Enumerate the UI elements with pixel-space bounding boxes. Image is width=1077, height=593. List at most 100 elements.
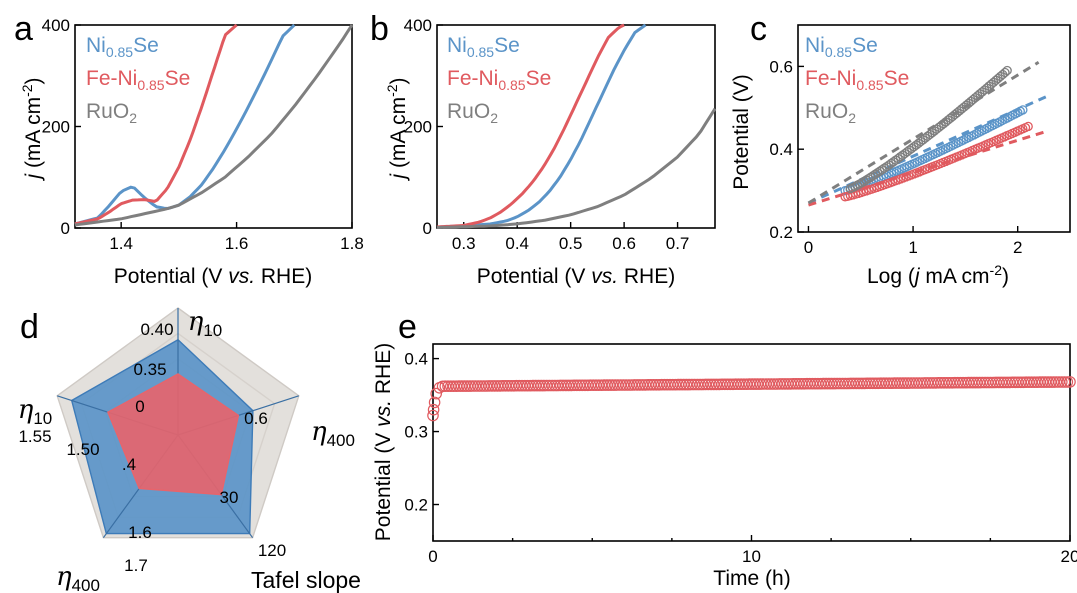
e-data-point [442,380,454,392]
a-x-tick-label: 1.8 [340,234,364,253]
e-data-point [538,379,550,392]
a-x-tick-label: 1.6 [225,234,249,253]
b-y-tick-label: 0 [423,219,432,238]
panel-e-stability-chart: 0 10 20 0.2 0.3 0.4 Time (h) Potential (V vs. R… [372,343,1077,590]
d-radar-tick-label: 30 [220,488,239,507]
e-data-point [475,380,487,392]
a-legend-entry: Fe-Ni0.85Se [86,67,190,93]
e-data-point [549,379,561,392]
c-data-point [879,163,890,173]
e-data-point [751,378,764,390]
c-y-tick-label: 0.4 [769,140,793,159]
e-data-point [617,379,630,391]
c-fit-line [807,60,1040,205]
e-plot-frame [432,343,1071,542]
panel-label-b: b [370,10,389,48]
e-data-point [633,379,646,391]
e-data-point [970,376,983,389]
e-data-point [620,379,632,391]
e-data-point [647,378,660,391]
d-radar-tick-label: 0.35 [133,360,166,379]
d-radar-tick-label: .4 [122,455,136,474]
e-data-point [749,378,761,390]
e-data-point [557,379,569,392]
e-data-point [694,378,706,391]
e-data-point [1012,376,1024,389]
e-data-point [466,380,479,392]
e-data-point [1053,376,1065,388]
e-data-point [1023,376,1035,388]
panel-d-radar-chart: 0.40 0.35 0 0.6 30 120 1.6 1.7 1.55 1.50 .4 η10 η400… [18,307,361,593]
c-data-point [1000,67,1010,78]
e-data-point [833,377,846,390]
a-x-tick-label: 1.4 [109,234,133,253]
e-data-point [669,378,682,391]
e-data-point [461,380,473,392]
panel-label-d: d [20,308,39,346]
b-x-tick-label: 0.4 [505,234,529,253]
c-data-point [877,165,887,175]
d-radar-tick-label: 1.7 [124,556,148,575]
e-data-point [579,379,591,392]
b-x-tick-label: 0.7 [666,234,690,253]
e-data-point [765,378,778,390]
e-data-point [683,378,695,391]
panel-label-a: a [14,10,33,48]
e-data-point [790,377,802,390]
d-radar-tick-label: 1.6 [128,523,152,542]
e-data-point [957,376,969,389]
e-data-point [954,376,967,389]
e-data-point [453,380,465,392]
e-data-point [502,379,515,392]
panel-label-c: c [750,10,767,48]
e-data-point [784,378,797,390]
e-x-tick-label: 20 [1061,547,1077,566]
e-data-point [469,380,482,392]
e-data-point [535,379,547,392]
e-data-point [929,377,942,389]
d-radar-series-fe [107,373,240,496]
c-y-tick-label: 0.2 [769,223,793,242]
e-data-point [675,378,687,391]
d-radar-axis-label: η400 [56,562,100,593]
e-data-point [968,376,980,389]
e-data-point [427,403,440,416]
e-data-point [894,377,906,389]
panel-c-tafel-chart: 0 1 2 0.2 0.4 0.6 Ni0.85Se Fe-Ni0.85Se RuO2 Log (… [730,24,1071,288]
e-y-axis-label: Potential (V vs. RHE) [372,343,395,541]
e-data-point [447,380,460,392]
e-data-point [688,378,701,391]
e-data-point [839,377,852,390]
b-x-tick-label: 0.3 [452,234,476,253]
panel-label-e: e [398,308,417,346]
e-data-point [1056,376,1068,388]
e-data-point [880,377,893,389]
e-data-point [603,379,616,391]
c-legend-entry: RuO2 [805,100,856,126]
e-data-point [439,380,452,392]
a-x-axis-label: Potential (V vs. RHE) [114,265,312,288]
c-data-point [1023,121,1033,132]
panel-a-lsv-chart: 1.4 1.6 1.8 0 200 400 Ni0.85Se Fe-Ni0.85Se RuO2 P… [19,16,364,288]
e-data-point [820,377,832,390]
b-y-tick-label: 400 [404,16,432,35]
e-data-point [995,376,1008,389]
e-data-point [927,377,939,389]
e-data-point [488,380,501,392]
e-data-point [1039,376,1052,388]
a-series-line [74,24,354,227]
e-data-point [1045,376,1057,388]
d-radar-tick-label: 0.6 [244,409,268,428]
c-legend-entry: Fe-Ni0.85Se [805,67,909,93]
e-data-point [524,379,536,392]
e-data-point [483,380,495,392]
b-x-axis-label: Potential (V vs. RHE) [477,265,675,288]
b-legend-entry: Fe-Ni0.85Se [447,67,551,93]
e-data-point [680,378,693,391]
e-data-point [631,379,643,391]
e-data-point [812,377,824,390]
a-y-tick-label: 0 [61,219,70,238]
e-y-tick-label: 0.2 [404,496,428,515]
e-data-point [738,378,750,390]
